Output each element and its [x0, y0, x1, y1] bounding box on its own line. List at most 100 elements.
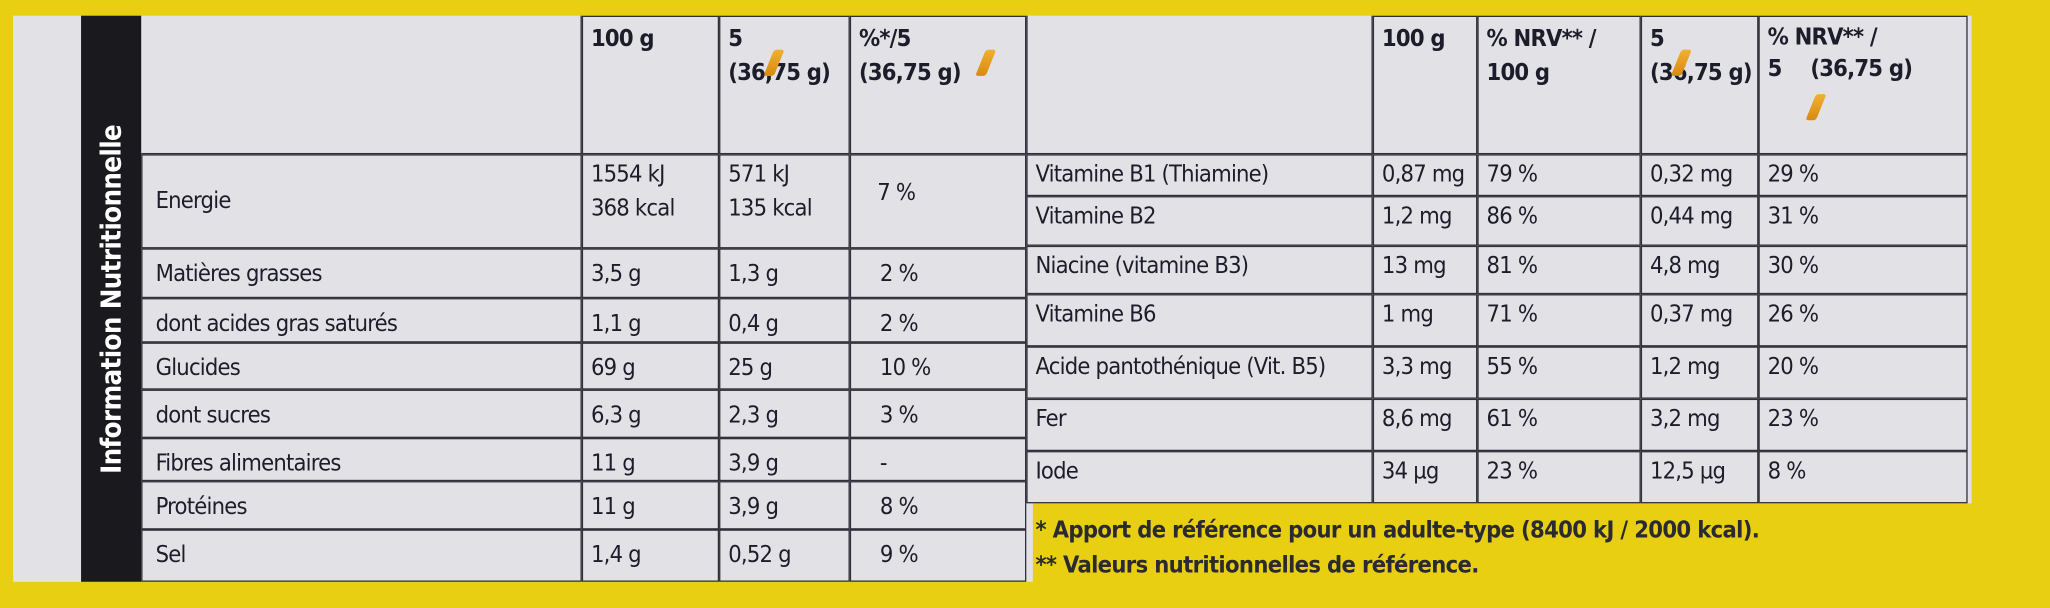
- cell-text: 0,32 mg: [1649, 160, 1733, 189]
- table-cell: 79 %: [1477, 154, 1641, 197]
- table-cell: 2 %: [849, 298, 1027, 343]
- table-cell: 3,9 g: [719, 481, 850, 530]
- table-cell: 25 g: [719, 342, 850, 390]
- table-cell: 30 %: [1758, 245, 1968, 295]
- cell-text: 8 %: [879, 492, 919, 521]
- table-cell: 571 kJ 135 kcal: [719, 154, 850, 249]
- cell-text: (36,75 g): [1810, 54, 1913, 83]
- table-cell: 13 mg: [1372, 245, 1478, 295]
- table-cell: 29 %: [1758, 154, 1968, 197]
- table-cell: Vitamine B2: [1026, 196, 1373, 246]
- cell-text: 30 %: [1767, 252, 1819, 280]
- table-cell: 0,52 g: [719, 529, 850, 582]
- table-cell: -: [849, 437, 1027, 482]
- cell-text: 3,2 mg: [1649, 405, 1721, 433]
- cell-text: 20 %: [1767, 352, 1819, 381]
- cell-text: 3,3 mg: [1381, 352, 1453, 381]
- table-cell: 6,3 g: [581, 389, 720, 438]
- table-cell: 4,8 mg: [1640, 245, 1759, 295]
- cell-text: % NRV** /: [1486, 24, 1597, 53]
- table-cell: 86 %: [1477, 196, 1641, 246]
- cell-text: 1554 kJ: [590, 160, 665, 189]
- table-cell: 0,32 mg: [1640, 154, 1759, 197]
- table-cell: 26 %: [1758, 294, 1968, 347]
- cell-text: 61 %: [1486, 405, 1538, 433]
- table-cell: 8 %: [849, 481, 1027, 530]
- cell-text: (36,75 g): [858, 58, 962, 87]
- cell-text: 3 %: [879, 401, 919, 429]
- table-cell: 0,87 mg: [1372, 154, 1478, 197]
- table-cell: 0,44 mg: [1640, 196, 1759, 246]
- cell-text: 0,37 mg: [1649, 300, 1733, 329]
- cell-text: Vitamine B6: [1035, 300, 1156, 329]
- cell-text: 11 g: [590, 492, 636, 521]
- cell-text: Vitamine B1 (Thiamine): [1035, 160, 1269, 189]
- cell-text: 23 %: [1767, 405, 1819, 433]
- cell-text: 0,4 g: [728, 309, 779, 338]
- table-cell: Vitamine B6: [1026, 294, 1373, 347]
- cell-text: 0,87 mg: [1381, 160, 1465, 189]
- table-cell: Energie: [141, 154, 582, 249]
- table-cell: 3,2 mg: [1640, 398, 1759, 452]
- table-cell: 0,37 mg: [1640, 294, 1759, 347]
- table-cell: Fer: [1026, 398, 1373, 452]
- cell-text: 571 kJ: [728, 160, 790, 189]
- cell-text: Fibres alimentaires: [155, 449, 342, 478]
- cell-text: 1,4 g: [590, 541, 642, 569]
- cell-text: 100 g: [1381, 24, 1446, 53]
- table-cell: 1,3 g: [719, 248, 850, 299]
- table-cell: %*/5 (36,75 g): [849, 15, 1027, 155]
- table-cell: 7 %: [849, 154, 1027, 249]
- cell-text: 4,8 mg: [1649, 252, 1721, 280]
- table-cell: 2,3 g: [719, 389, 850, 438]
- cell-text: 135 kcal: [728, 194, 812, 223]
- table-cell: 31 %: [1758, 196, 1968, 246]
- cell-text: 1,3 g: [728, 260, 779, 288]
- cell-text: Fer: [1035, 405, 1066, 433]
- cell-text: 5: [728, 24, 743, 53]
- cell-text: 6,3 g: [590, 401, 642, 429]
- cell-text: 2 %: [879, 260, 919, 288]
- table-cell: 0,4 g: [719, 298, 850, 343]
- table-cell: 3,9 g: [719, 437, 850, 482]
- table-cell: 3,3 mg: [1372, 346, 1478, 399]
- cell-text: 86 %: [1486, 202, 1538, 231]
- table-cell: 12,5 µg: [1640, 451, 1759, 504]
- cell-text: 2,3 g: [728, 401, 779, 429]
- cell-text: 8,6 mg: [1381, 405, 1453, 433]
- cell-text: 5: [1649, 24, 1665, 53]
- table-cell: 1 mg: [1372, 294, 1478, 347]
- cell-text: Glucides: [155, 354, 241, 382]
- table-cell: 1554 kJ 368 kcal: [581, 154, 720, 249]
- table-cell: % NRV** / 5 (36,75 g): [1758, 15, 1968, 155]
- cell-text: Iode: [1035, 457, 1078, 486]
- cell-text: 25 g: [728, 354, 773, 382]
- cell-text: 79 %: [1486, 160, 1538, 189]
- footnote: ** Valeurs nutritionnelles de référence.: [1035, 551, 1479, 580]
- table-cell: 71 %: [1477, 294, 1641, 347]
- cell-text: 29 %: [1767, 160, 1819, 189]
- table-cell: 5 (36,75 g): [719, 15, 850, 155]
- table-cell: Sel: [141, 529, 582, 582]
- cell-text: 34 µg: [1381, 457, 1439, 486]
- cell-text: 3,5 g: [590, 260, 642, 288]
- cell-text: 69 g: [590, 354, 636, 382]
- cell-text: Vitamine B2: [1035, 202, 1156, 231]
- table-cell: 20 %: [1758, 346, 1968, 399]
- side-title: Information Nutritionnelle: [95, 124, 127, 474]
- table-cell: [1026, 15, 1373, 155]
- cell-text: (36,75 g): [1649, 58, 1753, 87]
- table-cell: 11 g: [581, 481, 720, 530]
- cell-text: Niacine (vitamine B3): [1035, 252, 1249, 280]
- table-cell: Matières grasses: [141, 248, 582, 299]
- cell-text: 81 %: [1486, 252, 1538, 280]
- table-cell: Protéines: [141, 481, 582, 530]
- cell-text: 368 kcal: [590, 194, 675, 223]
- table-cell: 1,2 mg: [1372, 196, 1478, 246]
- table-cell: 11 g: [581, 437, 720, 482]
- table-cell: 3,5 g: [581, 248, 720, 299]
- table-cell: 69 g: [581, 342, 720, 390]
- cell-text: 2 %: [879, 309, 919, 338]
- cell-text: 10 %: [879, 354, 931, 382]
